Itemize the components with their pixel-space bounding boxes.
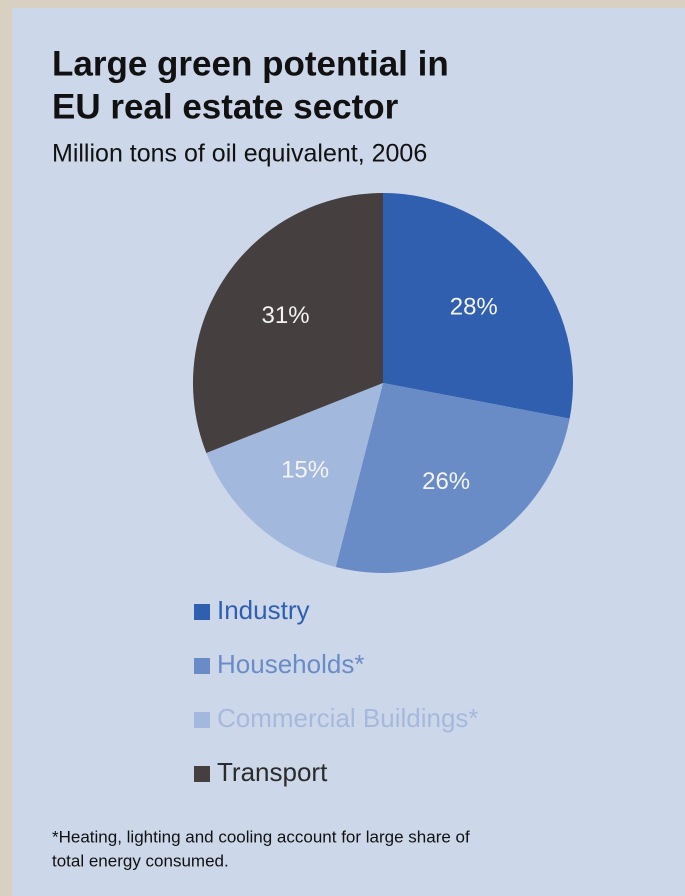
legend-label: Commercial Buildings*	[217, 703, 479, 733]
slice-label: 28%	[450, 293, 498, 320]
legend-swatch	[194, 658, 210, 674]
slice-label: 31%	[262, 302, 310, 329]
slice-label: 15%	[281, 457, 329, 484]
legend-label: Transport	[217, 757, 328, 787]
slice-label: 26%	[422, 468, 470, 495]
chart-title: EU real estate sector	[52, 87, 399, 126]
footnote: total energy consumed.	[52, 851, 229, 870]
pie-slice	[383, 193, 573, 419]
legend-swatch	[194, 604, 210, 620]
pie-slice	[192, 193, 383, 453]
pie-slice	[335, 383, 570, 574]
legend-swatch	[194, 712, 210, 728]
legend-label: Households*	[217, 649, 364, 679]
chart-title: Large green potential in	[52, 44, 449, 83]
footnote: *Heating, lighting and cooling account f…	[52, 827, 470, 846]
chart-subtitle: Million tons of oil equivalent, 2006	[52, 140, 427, 168]
legend-label: Industry	[217, 595, 310, 625]
pie-slice	[206, 383, 383, 568]
legend-swatch	[194, 766, 210, 782]
